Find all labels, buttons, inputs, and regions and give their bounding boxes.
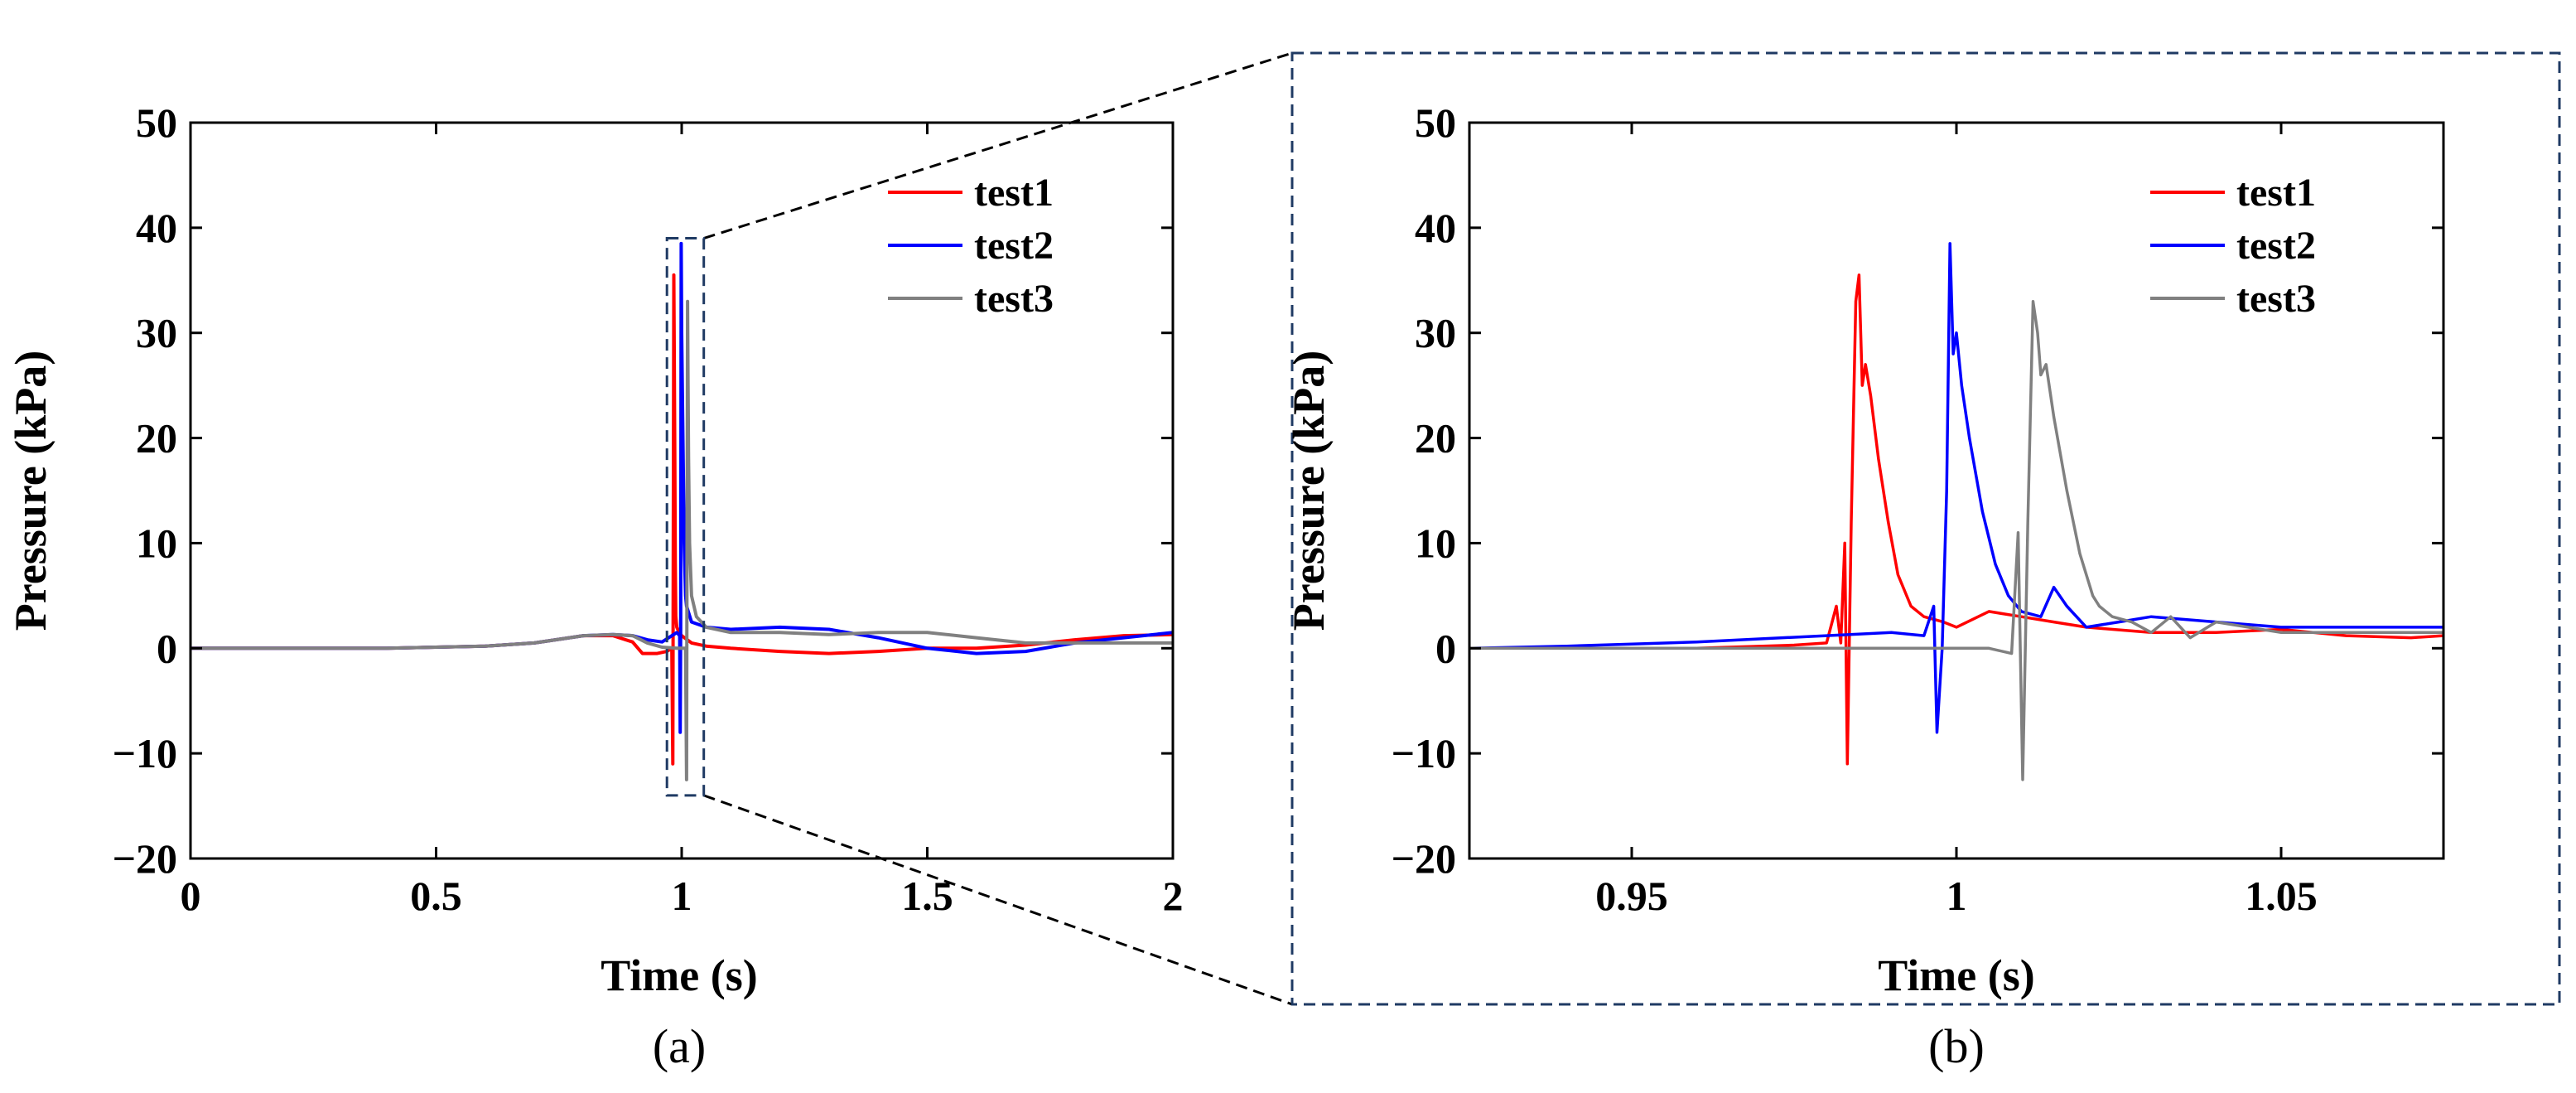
y-tick-label: 50 (1415, 99, 1456, 146)
y-tick-label: −10 (1392, 730, 1457, 776)
y-tick-label: 20 (1415, 415, 1456, 462)
y-tick-label: 10 (136, 520, 177, 566)
series-line-test3 (191, 299, 1173, 781)
y-tick-label: 40 (1415, 205, 1456, 251)
panel-a-axis-ticks: 0 0.5 1 1.5 2 −20 −10 0 10 20 30 40 50 (113, 99, 1184, 919)
panel-a-zoom-box (665, 237, 706, 797)
panel-b-series-group (1469, 242, 2443, 781)
series-line-test3 (1469, 299, 2443, 781)
panel-b-axis-ticks: 0.95 1 1.05 −20 −10 0 10 20 30 40 50 (1392, 99, 2443, 919)
y-tick-label: −10 (113, 730, 178, 776)
x-tick-label: 1.05 (2245, 873, 2318, 919)
y-tick-label: 30 (136, 310, 177, 356)
panel-a-series-group (191, 241, 1173, 781)
panel-b-label: (b) (1928, 1019, 1985, 1073)
legend-label-test2: test2 (2236, 224, 2316, 268)
panel-a-legend: test1 test2 test3 (888, 171, 1054, 321)
legend-label-test1: test1 (974, 171, 1054, 215)
legend-label-test1: test1 (2236, 171, 2316, 215)
series-line-test1 (1469, 273, 2443, 766)
panel-b-x-axis-label: Time (s) (1878, 950, 2034, 1000)
legend-label-test2: test2 (974, 224, 1054, 268)
x-tick-label: 1 (1946, 873, 1967, 919)
y-tick-label: 30 (1415, 310, 1456, 356)
panel-a-x-axis-label: Time (s) (601, 950, 757, 1000)
x-tick-label: 0.5 (410, 873, 462, 919)
x-tick-label: 0 (181, 873, 201, 919)
zoom-connector-group (703, 51, 1293, 1006)
y-tick-label: 0 (157, 625, 177, 671)
y-tick-label: 0 (1435, 625, 1456, 671)
y-tick-label: 20 (136, 415, 177, 462)
panel-a-label: (a) (653, 1019, 706, 1073)
x-tick-label: 0.95 (1595, 873, 1668, 919)
zoom-connector-top (703, 51, 1293, 239)
y-tick-label: 40 (136, 205, 177, 251)
panel-a-y-axis-label: Pressure (kPa) (6, 351, 55, 631)
x-tick-label: 1 (672, 873, 692, 919)
zoom-connector-bottom (703, 794, 1293, 1006)
y-tick-label: 10 (1415, 520, 1456, 566)
panel-b-legend: test1 test2 test3 (2150, 171, 2316, 321)
legend-label-test3: test3 (974, 277, 1054, 321)
panel-b-y-axis-label: Pressure (kPa) (1284, 351, 1334, 631)
y-tick-label: −20 (113, 835, 178, 882)
legend-label-test3: test3 (2236, 277, 2316, 321)
series-line-test2 (1469, 242, 2443, 734)
y-tick-label: 50 (136, 99, 177, 146)
y-tick-label: −20 (1392, 835, 1457, 882)
x-tick-label: 1.5 (901, 873, 953, 919)
inset-border (1290, 51, 2561, 1006)
x-tick-label: 2 (1163, 873, 1184, 919)
